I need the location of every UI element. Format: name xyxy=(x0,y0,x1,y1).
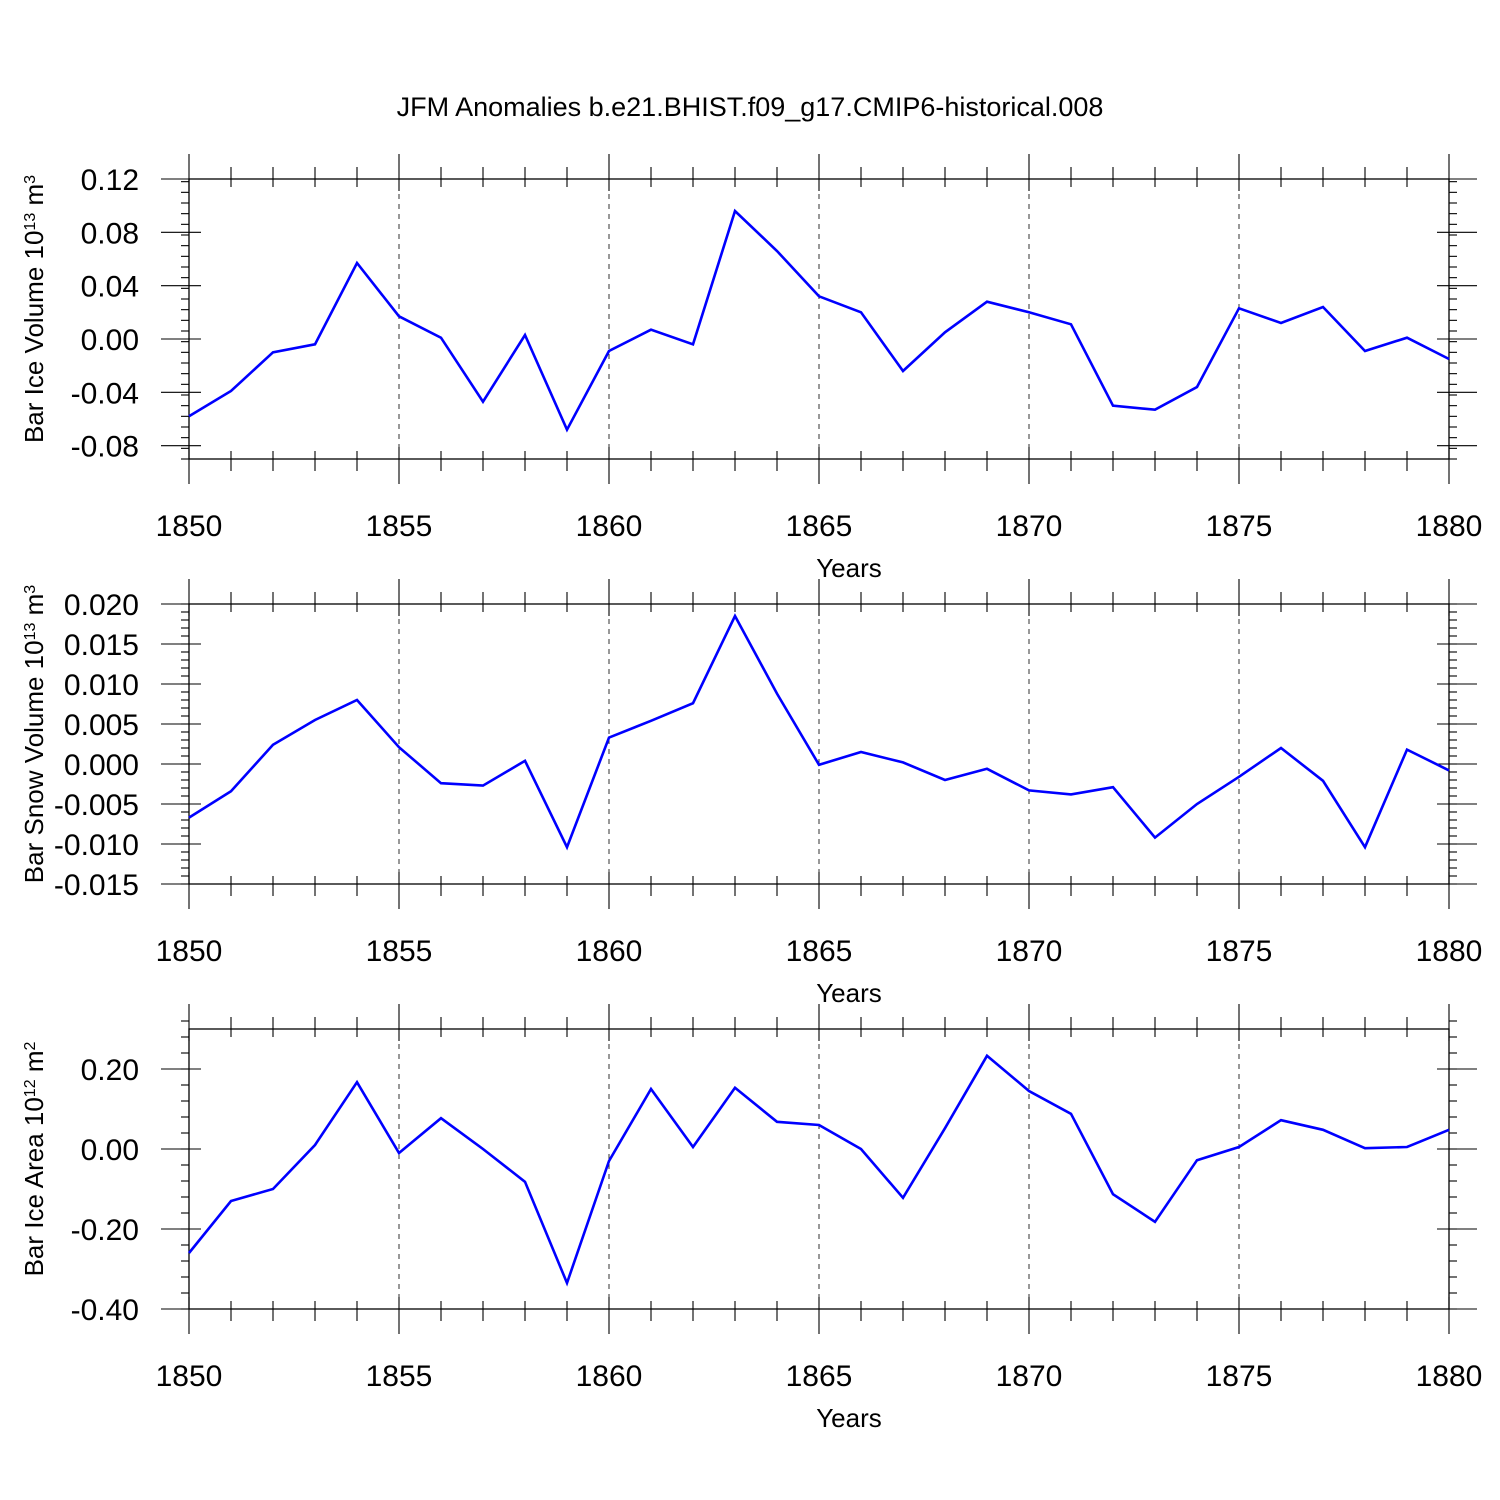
y-tick-label: 0.00 xyxy=(81,1134,139,1167)
x-tick-label: 1850 xyxy=(156,935,223,968)
x-tick-label: 1850 xyxy=(156,1360,223,1393)
panel-1: 1850 1855 1860 1865 1870 1875 1880 0.12 0.08 0.04… xyxy=(19,154,1482,583)
y-tick-label: 0.020 xyxy=(64,589,139,622)
x-tick-label: 1855 xyxy=(366,935,433,968)
x-tick-label: 1865 xyxy=(786,510,853,543)
y-tick-label: -0.04 xyxy=(71,377,139,410)
y-axis-label-superscript: 13 xyxy=(22,622,39,640)
x-tick-label: 1855 xyxy=(366,510,433,543)
y-axis-label-part: m xyxy=(19,184,49,213)
y-axis-label: Bar Snow Volume 1013 m3 xyxy=(19,585,49,884)
x-axis-label: Years xyxy=(816,553,882,583)
x-tick-label: 1860 xyxy=(576,935,643,968)
x-tick-label: 1880 xyxy=(1416,1360,1483,1393)
y-tick-label: 0.005 xyxy=(64,709,139,742)
y-axis-label-superscript: 13 xyxy=(22,213,39,231)
y-tick-label: -0.005 xyxy=(54,789,139,822)
y-axis-label: Bar Ice Area 1012 m2 xyxy=(19,1041,49,1276)
x-tick-label: 1870 xyxy=(996,935,1063,968)
chart-title: JFM Anomalies b.e21.BHIST.f09_g17.CMIP6-… xyxy=(397,92,1104,122)
x-tick-label: 1860 xyxy=(576,510,643,543)
y-axis-label-superscript: 2 xyxy=(22,1041,39,1050)
x-tick-label: 1855 xyxy=(366,1360,433,1393)
y-axis-label-superscript: 3 xyxy=(22,175,39,184)
x-axis-label: Years xyxy=(816,1403,882,1433)
y-axis-label-part: m xyxy=(19,594,49,623)
y-tick-label: 0.08 xyxy=(81,217,139,250)
y-tick-label: -0.015 xyxy=(54,869,139,902)
x-tick-label: 1865 xyxy=(786,1360,853,1393)
y-axis-label: Bar Ice Volume 1013 m3 xyxy=(19,175,49,443)
y-tick-label: -0.010 xyxy=(54,829,139,862)
y-tick-label: 0.010 xyxy=(64,669,139,702)
y-axis-label-superscript: 3 xyxy=(22,585,39,594)
x-tick-label: 1880 xyxy=(1416,935,1483,968)
y-tick-label: -0.08 xyxy=(71,431,139,464)
y-tick-label: 0.00 xyxy=(81,324,139,357)
x-axis-label: Years xyxy=(816,978,882,1008)
x-tick-label: 1875 xyxy=(1206,510,1273,543)
y-tick-label: 0.12 xyxy=(81,164,139,197)
y-axis-label-part: m xyxy=(19,1050,49,1079)
y-tick-label: 0.20 xyxy=(81,1054,139,1087)
panel-2: 1850 1855 1860 1865 1870 1875 1880 0.020 0.015 0.… xyxy=(19,579,1482,1008)
y-axis-label-part: Bar Ice Area 10 xyxy=(19,1097,49,1276)
panel-3: 1850 1855 1860 1865 1870 1875 1880 0.20 0.00 -0.2… xyxy=(19,1004,1482,1433)
y-tick-label: -0.40 xyxy=(71,1294,139,1327)
x-tick-label: 1875 xyxy=(1206,935,1273,968)
y-tick-label: 0.04 xyxy=(81,271,139,304)
x-tick-label: 1870 xyxy=(996,510,1063,543)
x-tick-label: 1850 xyxy=(156,510,223,543)
x-tick-label: 1880 xyxy=(1416,510,1483,543)
x-tick-label: 1870 xyxy=(996,1360,1063,1393)
y-axis-label-superscript: 12 xyxy=(22,1079,39,1097)
x-tick-label: 1860 xyxy=(576,1360,643,1393)
x-tick-label: 1875 xyxy=(1206,1360,1273,1393)
x-tick-label: 1865 xyxy=(786,935,853,968)
y-axis-label-part: Bar Snow Volume 10 xyxy=(19,640,49,883)
y-tick-label: 0.015 xyxy=(64,629,139,662)
y-axis-label-part: Bar Ice Volume 10 xyxy=(19,231,49,443)
y-tick-label: -0.20 xyxy=(71,1214,139,1247)
y-tick-label: 0.000 xyxy=(64,749,139,782)
